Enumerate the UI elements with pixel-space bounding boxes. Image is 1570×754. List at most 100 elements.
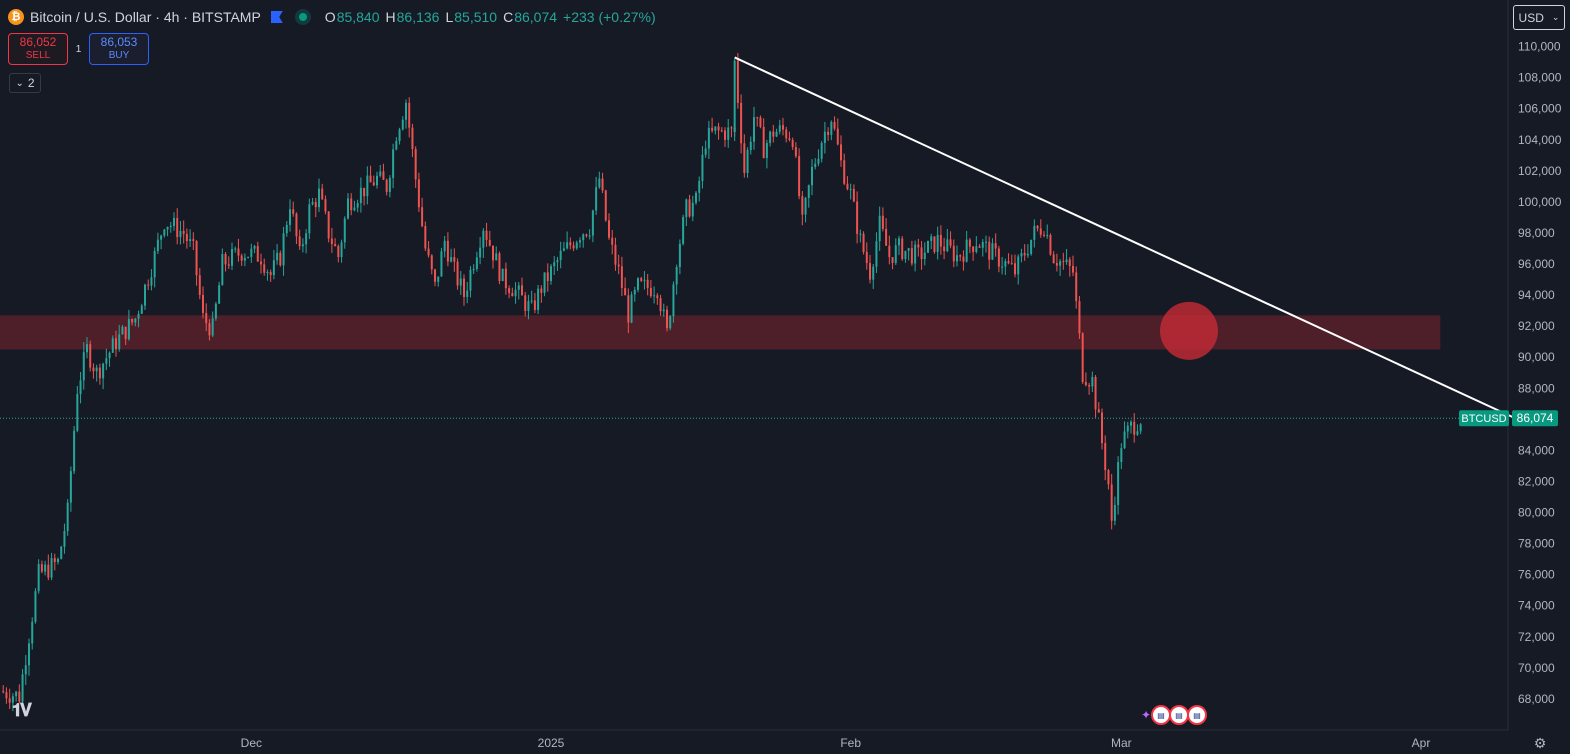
candle — [514, 282, 517, 304]
candle — [443, 235, 446, 258]
candle — [553, 256, 556, 276]
sell-button[interactable]: 86,052 SELL — [8, 33, 68, 65]
candle — [347, 193, 349, 220]
candle — [340, 239, 343, 263]
candle — [540, 285, 543, 303]
candle — [479, 237, 482, 265]
candle — [997, 245, 1000, 273]
candle — [1088, 382, 1091, 395]
last-price-tag[interactable]: 86,074 — [1512, 410, 1558, 427]
candle — [1020, 248, 1023, 263]
candle — [595, 176, 598, 215]
market-status-icon[interactable] — [294, 9, 311, 25]
candle — [234, 246, 237, 253]
candle — [633, 286, 636, 302]
candle — [843, 153, 846, 186]
candle — [382, 163, 385, 180]
candle — [456, 258, 459, 290]
candle — [1023, 244, 1026, 261]
candle — [994, 233, 997, 257]
candle — [582, 233, 585, 248]
candle — [933, 236, 936, 254]
candle — [131, 318, 134, 326]
highlight-circle[interactable] — [1160, 301, 1218, 360]
candle — [727, 119, 730, 148]
candle — [1059, 258, 1062, 276]
trendline[interactable] — [734, 56, 1519, 421]
candle — [965, 230, 968, 263]
us-flag-event-icon[interactable]: ▤ — [1187, 705, 1208, 725]
buy-label: BUY — [108, 50, 130, 61]
candle — [385, 178, 388, 196]
buy-button[interactable]: 86,053 BUY — [89, 33, 149, 65]
candle — [376, 171, 378, 189]
candle — [537, 284, 540, 315]
candle — [569, 237, 572, 250]
candle — [34, 588, 37, 624]
candle — [852, 184, 855, 203]
us-flag-event-icon[interactable]: ▤ — [1151, 705, 1172, 725]
y-tick-label: 94,000 — [1518, 288, 1555, 302]
candle — [350, 193, 353, 216]
candle — [498, 251, 501, 285]
candle — [733, 58, 736, 142]
candle — [859, 229, 862, 243]
candle — [18, 684, 21, 704]
candle — [901, 236, 904, 261]
y-tick-label: 82,000 — [1518, 474, 1555, 488]
candle — [50, 552, 53, 581]
candle — [343, 216, 346, 249]
candle — [298, 229, 301, 250]
candle — [330, 227, 333, 253]
candle — [736, 53, 739, 109]
sell-label: SELL — [25, 50, 51, 61]
candle — [898, 235, 900, 256]
candle — [985, 235, 987, 253]
candle — [617, 254, 620, 275]
candle — [86, 337, 88, 359]
settings-icon[interactable]: ⚙ — [1533, 735, 1547, 751]
candle — [598, 171, 601, 189]
candle — [869, 254, 871, 284]
candle — [1078, 295, 1081, 339]
flag-icon[interactable] — [270, 11, 283, 23]
tradingview-logo[interactable]: 𝟏𝐕 — [12, 700, 32, 720]
us-flag-event-icon[interactable]: ▤ — [1169, 705, 1190, 725]
candle — [195, 240, 198, 286]
sell-price: 86,052 — [19, 35, 57, 49]
candle — [624, 277, 627, 296]
candle — [788, 131, 791, 142]
candle — [1126, 421, 1129, 439]
y-tick-label: 104,000 — [1518, 133, 1562, 147]
candle — [8, 688, 11, 710]
candle — [508, 285, 511, 299]
candle — [1081, 332, 1084, 384]
candle — [865, 242, 868, 270]
candle — [585, 233, 588, 238]
candle — [556, 256, 559, 272]
candle — [240, 253, 243, 266]
spread-value: 1 — [75, 43, 82, 55]
symbol-title[interactable]: Bitcoin / U.S. Dollar · 4h · BITSTAMP — [30, 9, 261, 25]
candle — [121, 324, 124, 335]
candle — [833, 116, 836, 131]
currency-selector[interactable]: USD ⌄ — [1513, 5, 1565, 30]
candle — [956, 245, 958, 267]
candle — [427, 241, 430, 258]
candle — [1113, 496, 1116, 526]
candle — [1139, 423, 1142, 435]
candle — [714, 126, 717, 135]
candle — [482, 228, 485, 258]
candle — [102, 362, 105, 390]
candle — [253, 244, 256, 254]
y-tick-label: 96,000 — [1518, 257, 1555, 271]
candle — [421, 197, 424, 228]
symbol-price-tag[interactable]: BTCUSD — [1459, 410, 1509, 427]
x-tick-label: Feb — [840, 736, 861, 750]
candle — [318, 178, 320, 213]
indicators-toggle-button[interactable]: ⌄ 2 — [9, 73, 41, 93]
spark-icon[interactable]: ✦ — [1141, 708, 1152, 722]
candle — [250, 243, 253, 263]
candle — [527, 294, 530, 320]
